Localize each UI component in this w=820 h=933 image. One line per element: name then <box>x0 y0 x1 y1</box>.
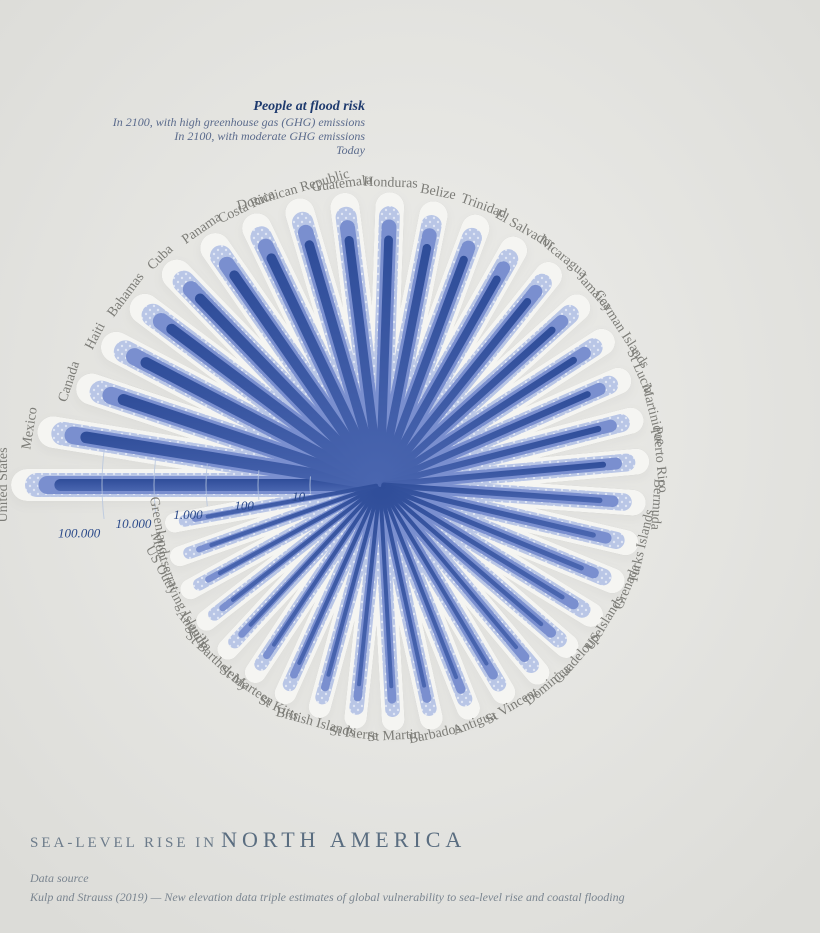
scale-tick-label: 10.000 <box>116 516 152 531</box>
country-label: United States <box>0 447 11 522</box>
scale-tick-label: 1.000 <box>173 507 203 522</box>
data-source-label: Data source <box>30 871 790 886</box>
footer: Sea-level rise in NORTH AMERICA Data sou… <box>30 827 790 905</box>
scale-tick-label: 10 <box>292 489 306 504</box>
legend-line: In 2100, with high greenhouse gas (GHG) … <box>112 115 366 129</box>
scale-tick-label: 100.000 <box>58 525 101 540</box>
legend-line: In 2100, with moderate GHG emissions <box>173 129 365 143</box>
country-label: Honduras <box>363 175 418 192</box>
scale-tick-label: 100 <box>234 498 254 513</box>
data-source-text: Kulp and Strauss (2019) — New elevation … <box>30 890 790 905</box>
legend-title: People at flood risk <box>253 99 365 114</box>
stage: United StatesMexicoCanadaHaitiBahamasCub… <box>0 0 820 933</box>
legend-line: Today <box>336 143 366 157</box>
title-region: NORTH AMERICA <box>221 827 466 852</box>
spiral-chart: United StatesMexicoCanadaHaitiBahamasCub… <box>0 0 820 933</box>
title-prefix: Sea-level rise in <box>30 835 217 851</box>
